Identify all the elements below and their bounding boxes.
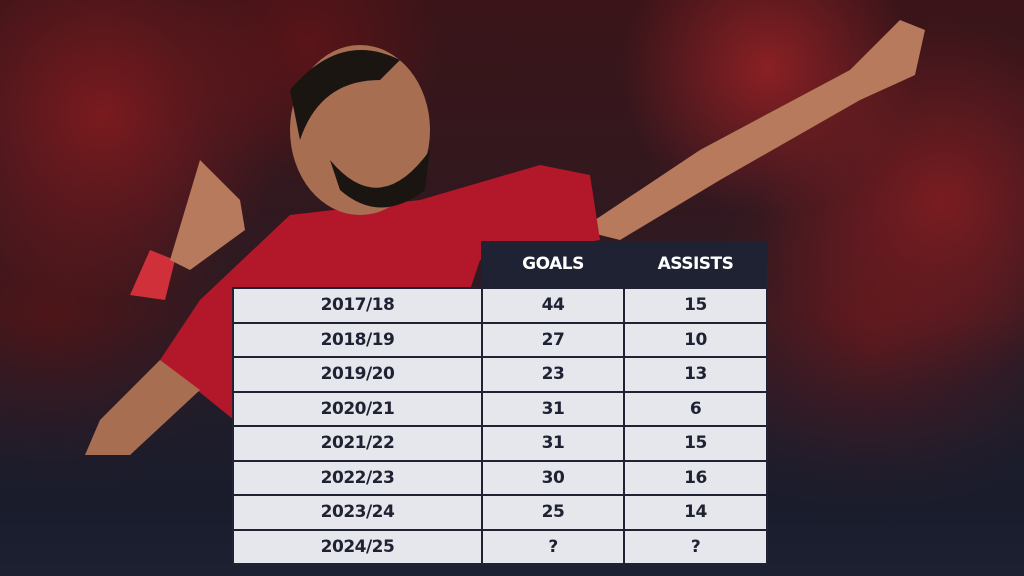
header-cell: GOALS: [483, 241, 623, 287]
season-cell: 2018/19: [234, 323, 481, 356]
stat-cell: 15: [625, 289, 766, 322]
stat-cell: 31: [483, 392, 623, 425]
season-cell: 2023/24: [234, 496, 481, 529]
stat-cell: 44: [483, 289, 623, 322]
stat-cell: 27: [483, 323, 623, 356]
stat-cell: 13: [625, 358, 766, 391]
stat-cell: ?: [625, 530, 766, 563]
stat-cell: 25: [483, 496, 623, 529]
stat-cell: 31: [483, 427, 623, 460]
season-cell: 2020/21: [234, 392, 481, 425]
stat-cell: ?: [483, 530, 623, 563]
stat-cell: 30: [483, 461, 623, 494]
season-cell: 2024/25: [234, 530, 481, 563]
stat-cell: 6: [625, 392, 766, 425]
stat-cell: 14: [625, 496, 766, 529]
stat-cell: 16: [625, 461, 766, 494]
season-cell: 2022/23: [234, 461, 481, 494]
season-cell: 2019/20: [234, 358, 481, 391]
stat-cell: 15: [625, 427, 766, 460]
season-cell: 2021/22: [234, 427, 481, 460]
header-cell: ASSISTS: [625, 241, 766, 287]
stat-cell: 10: [625, 323, 766, 356]
season-cell: 2017/18: [234, 289, 481, 322]
stat-cell: 23: [483, 358, 623, 391]
